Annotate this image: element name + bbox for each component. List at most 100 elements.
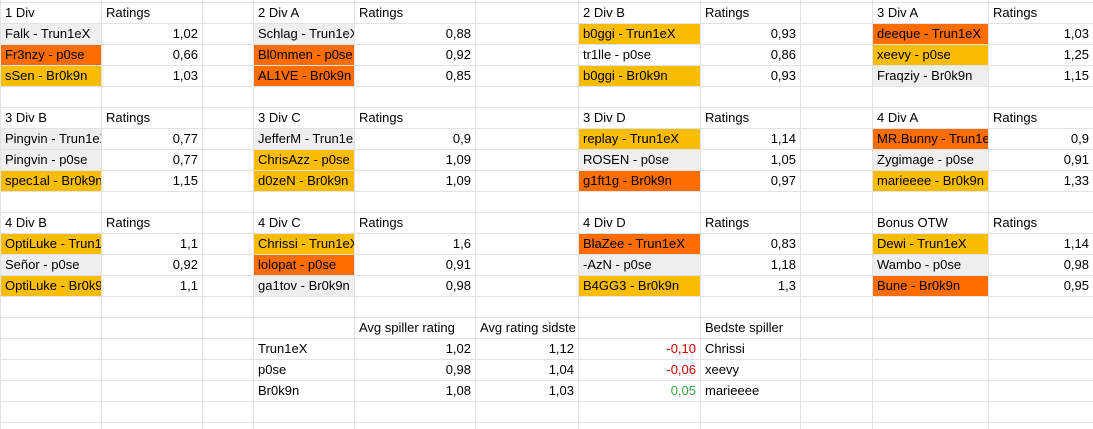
ratings-header: Ratings <box>705 215 750 230</box>
ratings-header: Ratings <box>993 110 1038 125</box>
player-rating: 0,86 <box>770 47 796 62</box>
player-name: Dewi - Trun1eX <box>873 234 988 254</box>
best-player: xeevy <box>705 362 739 377</box>
summary-header: Avg rating sidste <box>480 320 576 335</box>
group-title: 2 Div B <box>583 5 625 20</box>
player-rating: 0,9 <box>452 131 471 146</box>
player-name: g1ft1g - Br0k9n <box>579 171 700 191</box>
grid-col <box>475 0 476 429</box>
last-rating: 1,12 <box>548 341 574 356</box>
player-rating: 1,03 <box>1063 26 1089 41</box>
grid-col <box>800 0 801 429</box>
player-name: replay - Trun1eX <box>579 129 700 149</box>
player-name: marieeee - Br0k9n <box>873 171 988 191</box>
grid-col <box>872 0 873 429</box>
player-name: MR.Bunny - Trun1eX <box>873 129 988 149</box>
player-rating: 1,18 <box>770 257 796 272</box>
group-title: 1 Div <box>5 5 35 20</box>
best-player: Chrissi <box>705 341 745 356</box>
player-name: -AzN - p0se <box>579 255 700 275</box>
grid-row <box>0 401 1093 402</box>
grid-col <box>202 0 203 429</box>
summary-header: Bedste spiller <box>705 320 784 335</box>
rating-diff: 0,05 <box>670 383 696 398</box>
group-title: 4 Div C <box>258 215 301 230</box>
player-rating: 0,88 <box>445 26 471 41</box>
rating-diff: -0,06 <box>666 362 696 377</box>
player-rating: 1,1 <box>179 236 198 251</box>
player-name: tr1lle - p0se <box>579 45 700 65</box>
grid-row <box>0 422 1093 423</box>
player-name: b0ggi - Br0k9n <box>579 66 700 86</box>
player-rating: 0,98 <box>1063 257 1089 272</box>
group-title: 3 Div B <box>5 110 47 125</box>
group-title: 4 Div B <box>5 215 47 230</box>
ratings-header: Ratings <box>359 110 404 125</box>
player-rating: 0,77 <box>172 152 198 167</box>
ratings-header: Ratings <box>705 110 750 125</box>
grid-row <box>0 170 1093 171</box>
avg-rating: 0,98 <box>445 362 471 377</box>
summary-header: Avg spiller rating <box>359 320 455 335</box>
group-title: 3 Div A <box>877 5 919 20</box>
grid-row <box>0 296 1093 297</box>
group-title: 3 Div D <box>583 110 626 125</box>
player-name: Fraqziy - Br0k9n <box>873 66 988 86</box>
player-name: Pingvin - p0se <box>1 150 101 170</box>
player-rating: 1,14 <box>770 131 796 146</box>
player-rating: 0,66 <box>172 47 198 62</box>
grid-col <box>578 0 579 429</box>
player-rating: 1,09 <box>445 152 471 167</box>
grid-row <box>0 338 1093 339</box>
team-name: Trun1eX <box>258 341 308 356</box>
grid-row <box>0 107 1093 108</box>
player-name: b0ggi - Trun1eX <box>579 24 700 44</box>
player-rating: 0,77 <box>172 131 198 146</box>
ratings-header: Ratings <box>705 5 750 20</box>
player-rating: 0,98 <box>445 278 471 293</box>
player-name: B4GG3 - Br0k9n <box>579 276 700 296</box>
grid-row <box>0 233 1093 234</box>
player-rating: 1,03 <box>172 68 198 83</box>
player-rating: 0,92 <box>445 47 471 62</box>
grid-row <box>0 317 1093 318</box>
player-rating: 0,97 <box>770 173 796 188</box>
player-name: OptiLuke - Br0k9n <box>1 276 101 296</box>
player-name: Fr3nzy - p0se <box>1 45 101 65</box>
team-name: Br0k9n <box>258 383 300 398</box>
player-rating: 0,93 <box>770 26 796 41</box>
player-name: Zygimage - p0se <box>873 150 988 170</box>
player-rating: 1,25 <box>1063 47 1089 62</box>
player-name: BlaZee - Trun1eX <box>579 234 700 254</box>
grid-row <box>0 2 1093 3</box>
player-rating: 1,1 <box>179 278 198 293</box>
player-name: Schlag - Trun1eX <box>254 24 354 44</box>
grid-col <box>101 0 102 429</box>
last-rating: 1,03 <box>548 383 574 398</box>
player-name: Pingvin - Trun1eX <box>1 129 101 149</box>
player-name: ga1tov - Br0k9n <box>254 276 354 296</box>
group-title: 3 Div C <box>258 110 301 125</box>
player-rating: 1,02 <box>172 26 198 41</box>
last-rating: 1,04 <box>548 362 574 377</box>
player-name: deeque - Trun1eX <box>873 24 988 44</box>
player-name: spec1al - Br0k9n <box>1 171 101 191</box>
player-rating: 0,95 <box>1063 278 1089 293</box>
player-rating: 1,09 <box>445 173 471 188</box>
player-rating: 1,3 <box>777 278 796 293</box>
grid-col <box>700 0 701 429</box>
player-name: Señor - p0se <box>1 255 101 275</box>
player-name: ChrisAzz - p0se <box>254 150 354 170</box>
player-name: Bl0mmen - p0se <box>254 45 354 65</box>
player-name: lolopat - p0se <box>254 255 354 275</box>
player-name: Bune - Br0k9n <box>873 276 988 296</box>
grid-row <box>0 23 1093 24</box>
player-name: d0zeN - Br0k9n <box>254 171 354 191</box>
group-title: Bonus OTW <box>877 215 948 230</box>
player-rating: 0,85 <box>445 68 471 83</box>
avg-rating: 1,08 <box>445 383 471 398</box>
rating-diff: -0,10 <box>666 341 696 356</box>
ratings-header: Ratings <box>359 215 404 230</box>
player-name: Chrissi - Trun1eX <box>254 234 354 254</box>
